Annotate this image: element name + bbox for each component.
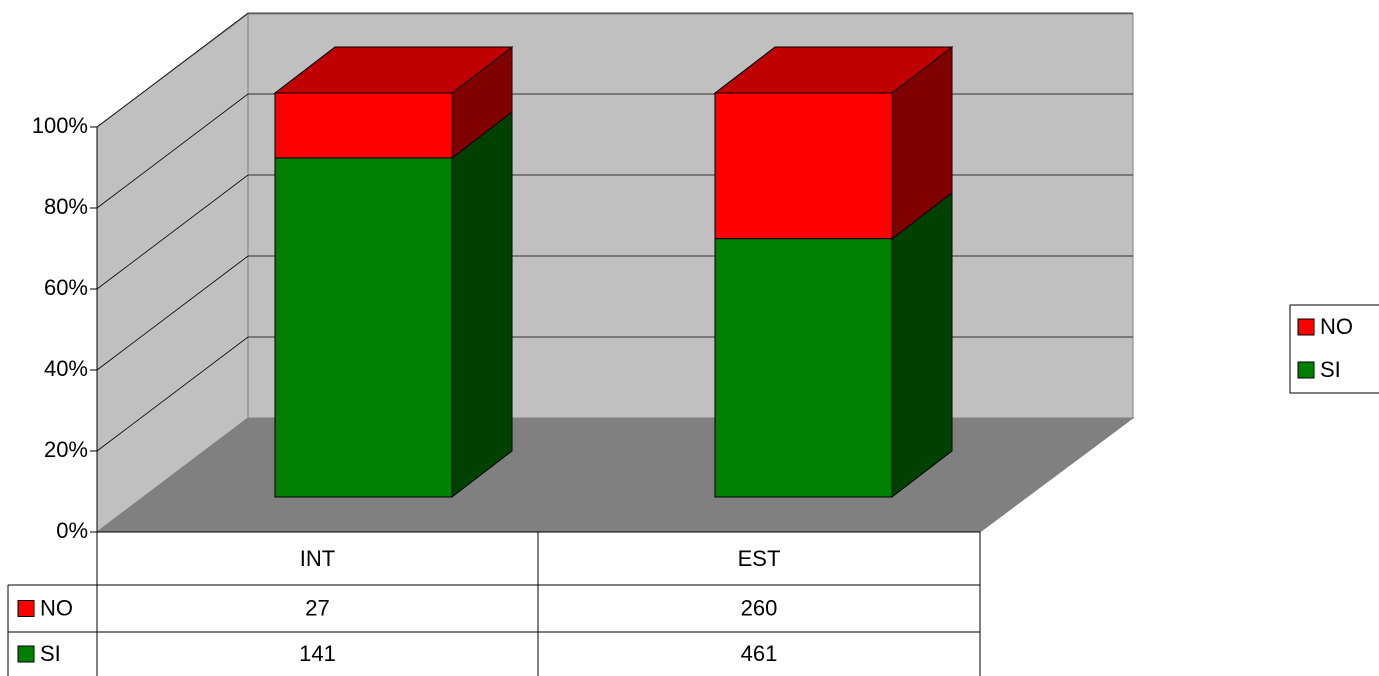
bar-side (891, 191, 953, 499)
legend-key (1297, 318, 1315, 336)
legend-key (1297, 361, 1315, 379)
table-value: 141 (299, 641, 336, 666)
x-tick-label: EST (738, 546, 781, 571)
y-tick-label: 60% (44, 275, 88, 300)
bar-front (714, 92, 893, 240)
y-tick-label: 20% (44, 437, 88, 462)
y-tick-label: 40% (44, 356, 88, 381)
y-tick-label: 80% (44, 194, 88, 219)
y-tick-label: 0% (56, 518, 88, 543)
table-legend-key (17, 645, 35, 663)
bar-top (713, 46, 954, 94)
table-value: 27 (305, 595, 329, 620)
floor (95, 417, 1135, 533)
table-row-label: NO (40, 595, 73, 620)
table-value: 260 (741, 595, 778, 620)
bar-top (273, 46, 514, 94)
legend-label: NO (1320, 314, 1353, 339)
bar-front (274, 157, 453, 498)
table-legend-key (17, 600, 35, 617)
bar-front (274, 92, 453, 159)
table-value: 461 (741, 641, 778, 666)
bar-side (451, 110, 513, 499)
grid-line (96, 12, 1133, 128)
x-tick-label: INT (300, 546, 335, 571)
table-row-label: SI (40, 641, 61, 666)
bar-front (714, 238, 893, 498)
y-tick-label: 100% (32, 113, 88, 138)
legend-label: SI (1320, 357, 1341, 382)
